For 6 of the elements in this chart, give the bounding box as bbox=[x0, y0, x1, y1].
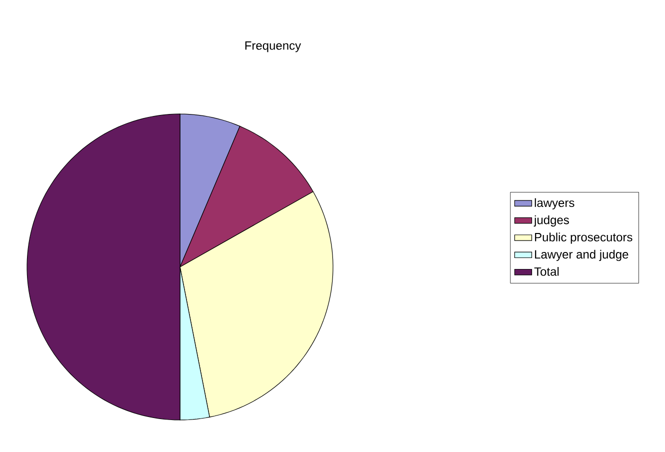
legend-label: lawyers bbox=[534, 198, 574, 210]
legend-label: Lawyer and judge bbox=[535, 250, 628, 261]
legend-label: judges bbox=[534, 215, 569, 227]
chart-title: Frequency bbox=[245, 41, 302, 52]
legend-label: Total bbox=[534, 267, 559, 276]
legend-label: Public prosecutors bbox=[535, 232, 632, 244]
